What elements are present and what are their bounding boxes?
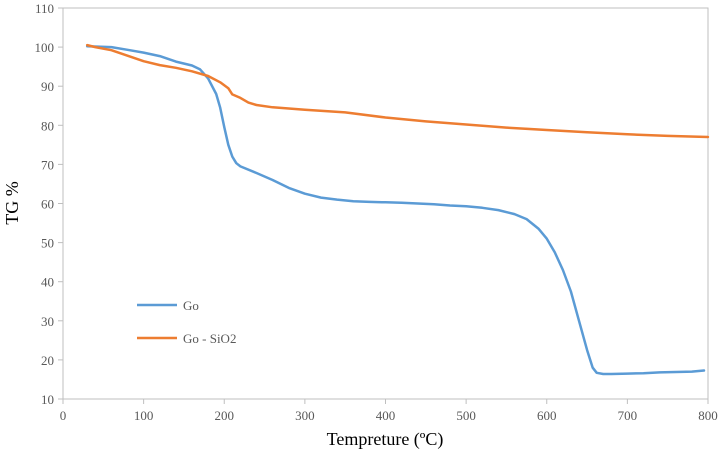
y-tick-label: 100: [35, 40, 55, 55]
y-axis-ticks: 10 20 30 40 50 60 70 80 90 100 110: [35, 1, 63, 407]
y-tick-label: 60: [41, 197, 54, 212]
y-tick-label: 30: [41, 314, 54, 329]
legend-label-go-sio2: Go - SiO2: [183, 331, 236, 346]
y-axis-label: TG %: [2, 181, 22, 225]
y-tick-label: 80: [41, 118, 54, 133]
series-line-go-sio2: [85, 43, 710, 139]
x-tick-label: 600: [537, 408, 557, 423]
y-tick-label: 110: [35, 1, 54, 16]
y-tick-label: 10: [41, 392, 54, 407]
x-tick-label: 0: [60, 408, 67, 423]
y-tick-label: 20: [41, 353, 54, 368]
y-tick-label: 70: [41, 157, 54, 172]
x-tick-label: 800: [698, 408, 718, 423]
y-tick-label: 40: [41, 275, 54, 290]
x-tick-label: 300: [295, 408, 315, 423]
series-layer: [85, 43, 710, 376]
y-tick-label: 90: [41, 79, 54, 94]
x-tick-label: 200: [215, 408, 235, 423]
legend: Go Go - SiO2: [137, 298, 236, 346]
x-tick-label: 400: [376, 408, 396, 423]
series-line-go: [85, 45, 706, 376]
x-axis-ticks: 0 100 200 300 400 500 600 700 800: [60, 399, 718, 423]
y-tick-label: 50: [41, 236, 54, 251]
x-axis-label: Tempreture (ºC): [327, 429, 444, 450]
x-tick-label: 100: [134, 408, 154, 423]
legend-label-go: Go: [183, 298, 199, 313]
x-tick-label: 700: [618, 408, 638, 423]
x-tick-label: 500: [456, 408, 476, 423]
